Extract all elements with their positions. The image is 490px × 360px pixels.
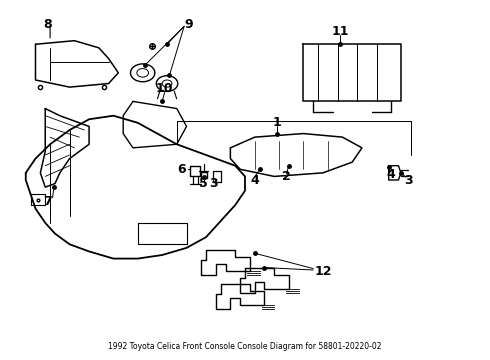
Text: 11: 11: [331, 25, 349, 38]
Text: 3: 3: [209, 177, 218, 190]
Text: 3: 3: [404, 174, 413, 186]
Text: 1: 1: [272, 116, 281, 129]
Text: 1992 Toyota Celica Front Console Console Diagram for 58801-20220-02: 1992 Toyota Celica Front Console Console…: [108, 342, 382, 351]
Text: 12: 12: [314, 265, 332, 278]
Text: 4: 4: [250, 174, 259, 186]
Text: 10: 10: [156, 82, 173, 95]
Text: 9: 9: [185, 18, 193, 31]
Text: 2: 2: [282, 170, 291, 183]
Text: 7: 7: [43, 195, 52, 208]
Text: 4: 4: [387, 168, 395, 181]
Text: 6: 6: [177, 163, 186, 176]
Text: 8: 8: [43, 18, 52, 31]
Text: 5: 5: [199, 177, 208, 190]
